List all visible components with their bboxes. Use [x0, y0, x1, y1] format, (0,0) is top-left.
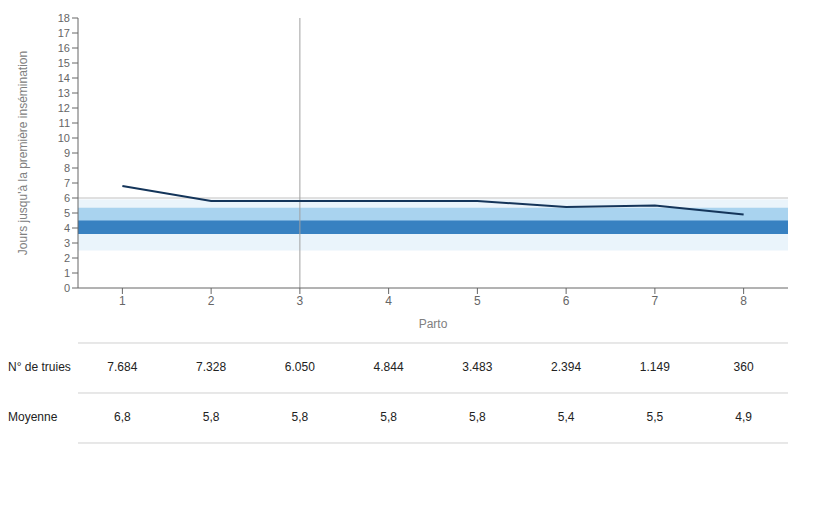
svg-text:5,8: 5,8	[292, 410, 309, 424]
svg-text:4: 4	[64, 222, 70, 234]
svg-text:7.684: 7.684	[107, 360, 137, 374]
svg-text:2: 2	[208, 294, 215, 308]
svg-text:6: 6	[563, 294, 570, 308]
svg-text:6,8: 6,8	[114, 410, 131, 424]
svg-text:11: 11	[59, 117, 70, 129]
svg-text:5: 5	[64, 207, 70, 219]
svg-text:6.050: 6.050	[285, 360, 315, 374]
svg-text:N° de truies: N° de truies	[8, 360, 71, 374]
svg-text:5,4: 5,4	[558, 410, 575, 424]
svg-text:6: 6	[64, 192, 70, 204]
svg-text:3.483: 3.483	[462, 360, 492, 374]
svg-text:4.844: 4.844	[374, 360, 404, 374]
svg-text:5,8: 5,8	[203, 410, 220, 424]
svg-text:5,8: 5,8	[469, 410, 486, 424]
svg-text:1: 1	[119, 294, 126, 308]
svg-text:12: 12	[58, 102, 70, 114]
svg-text:15: 15	[58, 57, 70, 69]
svg-text:7: 7	[652, 294, 659, 308]
svg-text:2.394: 2.394	[551, 360, 581, 374]
svg-text:3: 3	[297, 294, 304, 308]
svg-text:3: 3	[64, 237, 70, 249]
svg-text:18: 18	[58, 12, 70, 24]
svg-text:5,8: 5,8	[380, 410, 397, 424]
svg-text:8: 8	[740, 294, 747, 308]
svg-text:9: 9	[64, 147, 70, 159]
svg-text:5,5: 5,5	[647, 410, 664, 424]
svg-text:14: 14	[58, 72, 70, 84]
svg-text:1: 1	[64, 267, 70, 279]
svg-text:0: 0	[64, 282, 70, 294]
svg-text:Jours jusqu'à la première insé: Jours jusqu'à la première insémination	[16, 51, 30, 255]
svg-text:8: 8	[64, 162, 70, 174]
svg-text:1.149: 1.149	[640, 360, 670, 374]
svg-text:4: 4	[385, 294, 392, 308]
svg-text:10: 10	[58, 132, 70, 144]
svg-text:4,9: 4,9	[735, 410, 752, 424]
svg-text:7.328: 7.328	[196, 360, 226, 374]
svg-text:17: 17	[58, 27, 70, 39]
svg-text:13: 13	[58, 87, 70, 99]
svg-text:5: 5	[474, 294, 481, 308]
svg-text:Moyenne: Moyenne	[8, 410, 58, 424]
svg-text:Parto: Parto	[419, 317, 448, 331]
svg-text:16: 16	[58, 42, 70, 54]
svg-text:7: 7	[64, 177, 70, 189]
svg-text:360: 360	[734, 360, 754, 374]
svg-text:2: 2	[64, 252, 70, 264]
